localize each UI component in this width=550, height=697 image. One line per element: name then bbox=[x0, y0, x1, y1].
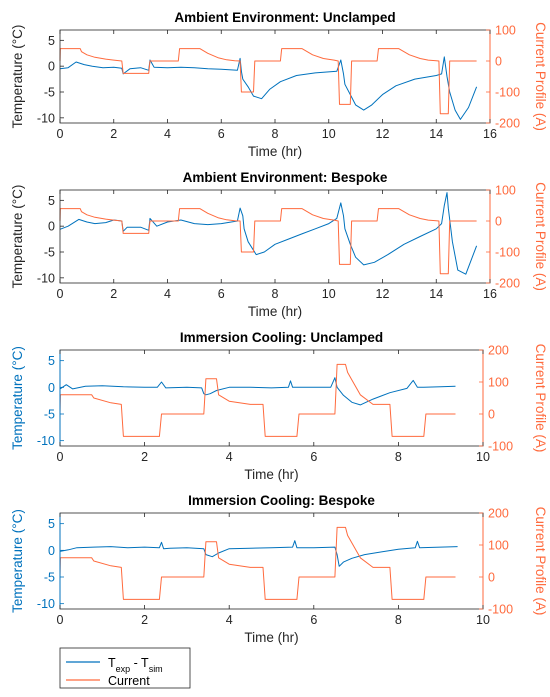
x-tick-label: 0 bbox=[57, 613, 64, 627]
x-tick-label: 4 bbox=[226, 450, 233, 464]
y2-tick-label: -100 bbox=[495, 246, 520, 260]
plot-frame bbox=[59, 189, 491, 284]
y2-axis-label: Current Profile (A) bbox=[533, 507, 548, 616]
y-tick-label: 5 bbox=[48, 517, 55, 531]
x-tick-label: 6 bbox=[310, 613, 317, 627]
chart-title: Immersion Cooling: Unclamped bbox=[180, 330, 383, 345]
chart-title: Ambient Environment: Bespoke bbox=[183, 170, 388, 185]
x-tick-label: 6 bbox=[218, 127, 225, 141]
y2-tick-label: 100 bbox=[488, 539, 509, 553]
current-series-line bbox=[59, 48, 477, 115]
y-tick-label: 5 bbox=[48, 194, 55, 208]
x-tick-label: 6 bbox=[218, 287, 225, 301]
y2-tick-label: -100 bbox=[488, 603, 513, 617]
y2-axis-label: Current Profile (A) bbox=[533, 344, 548, 453]
x-tick-label: 12 bbox=[376, 287, 390, 301]
y-tick-label: -5 bbox=[44, 408, 55, 422]
x-tick-label: 10 bbox=[476, 450, 490, 464]
y-tick-label: -10 bbox=[37, 271, 55, 285]
y2-tick-label: 0 bbox=[495, 55, 502, 69]
y-tick-label: 0 bbox=[48, 544, 55, 558]
x-tick-label: 10 bbox=[322, 287, 336, 301]
x-tick-label: 16 bbox=[483, 287, 497, 301]
x-tick-label: 16 bbox=[483, 127, 497, 141]
legend-label-current: Current bbox=[108, 674, 150, 688]
y-axis-label: Temperature (°C) bbox=[10, 185, 25, 289]
x-tick-label: 0 bbox=[57, 127, 64, 141]
x-tick-label: 8 bbox=[272, 287, 279, 301]
legend-label-temperature: Texp - Tsim bbox=[108, 656, 163, 674]
x-tick-label: 10 bbox=[476, 613, 490, 627]
y-tick-label: -5 bbox=[44, 246, 55, 260]
y-axis-label: Temperature (°C) bbox=[10, 346, 25, 450]
y2-tick-label: 0 bbox=[488, 571, 495, 585]
x-tick-label: 8 bbox=[395, 450, 402, 464]
x-tick-label: 14 bbox=[429, 127, 443, 141]
x-tick-label: 8 bbox=[272, 127, 279, 141]
x-tick-label: 14 bbox=[429, 287, 443, 301]
y2-tick-label: -200 bbox=[495, 117, 520, 131]
y-axis-label: Temperature (°C) bbox=[10, 25, 25, 129]
y-tick-label: -10 bbox=[37, 597, 55, 611]
y-tick-label: -10 bbox=[37, 111, 55, 125]
chart-panel-4: 0 2 4 6 8 10 -10 -5 0 5 -100 0 100 200 Immersion Cooli… bbox=[10, 493, 548, 645]
x-tick-label: 12 bbox=[376, 127, 390, 141]
y2-tick-label: -200 bbox=[495, 277, 520, 291]
x-tick-label: 0 bbox=[57, 450, 64, 464]
temperature-series-line bbox=[59, 377, 456, 406]
y-tick-label: 0 bbox=[48, 60, 55, 74]
x-tick-label: 10 bbox=[322, 127, 336, 141]
y2-tick-label: -100 bbox=[488, 440, 513, 454]
current-series-line bbox=[59, 526, 456, 600]
x-tick-label: 4 bbox=[164, 287, 171, 301]
x-axis-label: Time (hr) bbox=[244, 467, 298, 482]
chart-panel-2: 0 2 4 6 8 10 12 14 16 -10 -5 0 5 -200 -100 0 100 Ambient … bbox=[10, 170, 548, 319]
y2-tick-label: 100 bbox=[488, 376, 509, 390]
y2-tick-label: 200 bbox=[488, 344, 509, 358]
y-tick-label: -5 bbox=[44, 86, 55, 100]
temperature-series-line bbox=[59, 540, 458, 567]
legend-box bbox=[59, 647, 191, 689]
y2-tick-label: 100 bbox=[495, 184, 516, 198]
x-tick-label: 8 bbox=[395, 613, 402, 627]
y-axis-label: Temperature (°C) bbox=[10, 509, 25, 613]
chart-title: Immersion Cooling: Bespoke bbox=[188, 493, 375, 508]
plot-frame bbox=[59, 29, 491, 124]
y2-tick-label: 0 bbox=[495, 215, 502, 229]
chart-title: Ambient Environment: Unclamped bbox=[174, 10, 395, 25]
y-tick-label: -10 bbox=[37, 434, 55, 448]
x-tick-label: 2 bbox=[141, 450, 148, 464]
x-tick-label: 6 bbox=[310, 450, 317, 464]
y2-axis-label: Current Profile (A) bbox=[533, 22, 548, 131]
x-tick-label: 2 bbox=[141, 613, 148, 627]
y2-tick-label: 100 bbox=[495, 24, 516, 38]
x-tick-label: 2 bbox=[110, 287, 117, 301]
x-axis-label: Time (hr) bbox=[244, 630, 298, 645]
current-series-line bbox=[59, 363, 456, 437]
x-tick-label: 4 bbox=[164, 127, 171, 141]
x-tick-label: 0 bbox=[57, 287, 64, 301]
x-axis-label: Time (hr) bbox=[248, 144, 302, 159]
y-tick-label: 0 bbox=[48, 220, 55, 234]
y-tick-label: -5 bbox=[44, 571, 55, 585]
y-tick-label: 0 bbox=[48, 381, 55, 395]
y2-tick-label: 200 bbox=[488, 507, 509, 521]
chart-panel-1: 0 2 4 6 8 10 12 14 16 -10 -5 0 5 -200 -100 0 100 Ambient … bbox=[10, 10, 548, 159]
x-axis-label: Time (hr) bbox=[248, 304, 302, 319]
y2-axis-label: Current Profile (A) bbox=[533, 182, 548, 291]
chart-panel-3: 0 2 4 6 8 10 -10 -5 0 5 -100 0 100 200 Immersion Cooli… bbox=[10, 330, 548, 482]
current-series-line bbox=[59, 208, 477, 275]
x-tick-label: 4 bbox=[226, 613, 233, 627]
x-tick-label: 2 bbox=[110, 127, 117, 141]
y-tick-label: 5 bbox=[48, 354, 55, 368]
y2-tick-label: -100 bbox=[495, 86, 520, 100]
temperature-series-line bbox=[59, 192, 478, 275]
y2-tick-label: 0 bbox=[488, 408, 495, 422]
y-tick-label: 5 bbox=[48, 34, 55, 48]
